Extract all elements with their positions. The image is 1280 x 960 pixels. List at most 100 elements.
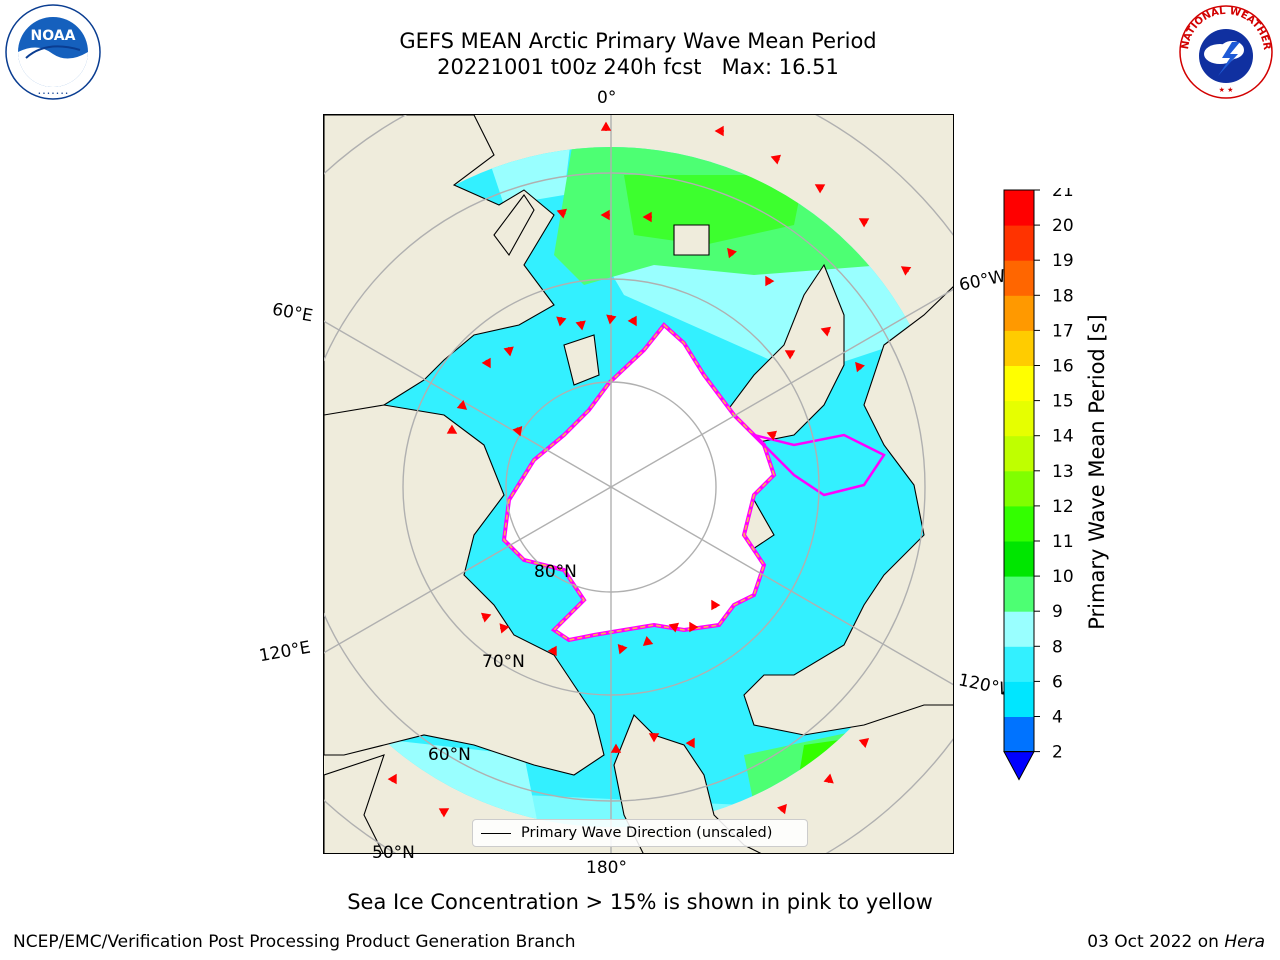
direction-arrow [770,154,782,165]
nws-logo: NATIONAL WEATHER SERVICE ★ ★ [1172,0,1276,104]
direction-arrow [685,737,695,749]
graticule [324,115,953,853]
colorbar-tick-label: 12 [1052,497,1074,517]
direction-arrow [600,121,612,131]
svg-text:• • • • • • •: • • • • • • • [38,91,68,97]
chart-title: GEFS MEAN Arctic Primary Wave Mean Perio… [399,29,877,53]
chart-subtitle: 20221001 t00z 240h fcst Max: 16.51 [437,55,839,79]
colorbar-segment [1004,295,1034,331]
direction-arrow [766,430,778,441]
colorbar-segment [1004,646,1034,682]
wave-direction-arrows [387,121,912,818]
noaa-logo: NOAA • • • • • • • [2,4,104,106]
colorbar-tick-label: 20 [1052,216,1074,236]
lon-label-60e: 60°E [270,299,315,327]
colorbar-segment [1004,470,1034,507]
direction-arrow [668,622,680,633]
polar-map [324,115,953,853]
colorbar-tick-label: 8 [1052,637,1063,657]
direction-arrow [481,357,491,369]
direction-arrow [858,218,870,228]
colorbar-tick-label: 9 [1052,602,1063,622]
direction-arrow [714,125,724,137]
lat-label-80n: 80°N [534,562,577,582]
caption: Sea Ice Concentration > 15% is shown in … [347,890,933,914]
lon-label-120e: 120°E [257,637,313,667]
direction-arrow [642,636,654,646]
direction-arrow [499,623,510,634]
legend-line-swatch [481,833,511,835]
colorbar-segment [1004,365,1034,402]
direction-arrow [814,184,826,194]
colorbar-segment [1004,225,1034,261]
direction-arrow [642,211,652,223]
colorbar-segment [1004,435,1034,472]
direction-arrow [711,599,721,611]
direction-arrow [689,621,699,633]
colorbar-tick-label: 11 [1052,532,1074,552]
colorbar: 2 4 6 8 9 10 11 12 13 14 15 16 17 18 19 20 21 [1002,181,1082,792]
direction-arrow [823,773,834,784]
map-panel: Primary Wave Direction (unscaled) [323,114,954,854]
footer-date: 03 Oct 2022 on Hera [1087,932,1265,952]
lon-label-60w: 60°W [957,266,1008,296]
direction-arrow [556,316,567,327]
lon-label-0: 0° [597,88,617,108]
colorbar-label: Primary Wave Mean Period [s] [1085,314,1109,630]
direction-arrow [606,314,617,325]
direction-arrow [387,773,397,785]
colorbar-tick-label: 10 [1052,567,1074,587]
svg-text:★ ★: ★ ★ [1219,86,1234,94]
direction-arrow [765,275,775,287]
direction-arrow [777,803,787,815]
colorbar-tick-label: 21 [1052,188,1074,201]
colorbar-segment [1004,190,1034,226]
colorbar-segment [1004,400,1034,437]
colorbar-tick-label: 14 [1052,427,1074,447]
noaa-logo-text: NOAA [31,28,76,44]
colorbar-segment [1004,716,1034,753]
colorbar-tick-label: 17 [1052,321,1074,341]
direction-arrow [575,320,586,331]
direction-arrow [784,350,796,360]
direction-arrow [648,733,660,743]
direction-arrow [617,643,628,655]
direction-arrow [855,361,865,373]
direction-arrow [610,743,622,753]
direction-arrow [456,400,468,410]
direction-arrow [820,326,832,337]
footer-credit: NCEP/EMC/Verification Post Processing Pr… [13,932,576,952]
legend-label: Primary Wave Direction (unscaled) [521,825,773,841]
sea-ice [501,322,886,643]
colorbar-tick-label: 15 [1052,392,1074,412]
direction-arrow [503,346,514,357]
colorbar-segment [1004,611,1034,647]
colorbar-segment [1004,681,1034,717]
colorbar-segment [1004,260,1034,296]
direction-arrow [858,738,870,748]
footer-host: Hera [1224,932,1265,952]
colorbar-segment [1004,541,1034,577]
map-legend: Primary Wave Direction (unscaled) [472,819,808,847]
colorbar-extend-triangle [1003,751,1035,781]
colorbar-tick-label: 2 [1052,743,1063,763]
colorbar-tick-label: 18 [1052,286,1074,306]
lat-label-50n: 50°N [372,843,415,863]
direction-arrow [556,208,568,219]
lat-label-60n: 60°N [428,745,471,765]
colorbar-segment [1004,505,1034,542]
colorbar-tick-label: 6 [1052,672,1063,692]
lon-label-180: 180° [586,858,627,878]
direction-arrow [627,315,637,327]
direction-arrow [600,209,610,221]
colorbar-segment [1004,576,1034,612]
colorbar-graphic: 2 4 6 8 9 10 11 12 13 14 15 16 17 18 19 20 21 [1003,181,1074,781]
lat-label-70n: 70°N [482,652,525,672]
direction-arrow [547,645,557,657]
colorbar-tick-label: 4 [1052,708,1063,728]
footer-date-text: 03 Oct 2022 on [1087,932,1225,952]
direction-arrow [446,424,458,434]
direction-arrow [438,808,450,818]
colorbar-tick-label: 13 [1052,462,1074,482]
direction-arrow [512,425,523,437]
